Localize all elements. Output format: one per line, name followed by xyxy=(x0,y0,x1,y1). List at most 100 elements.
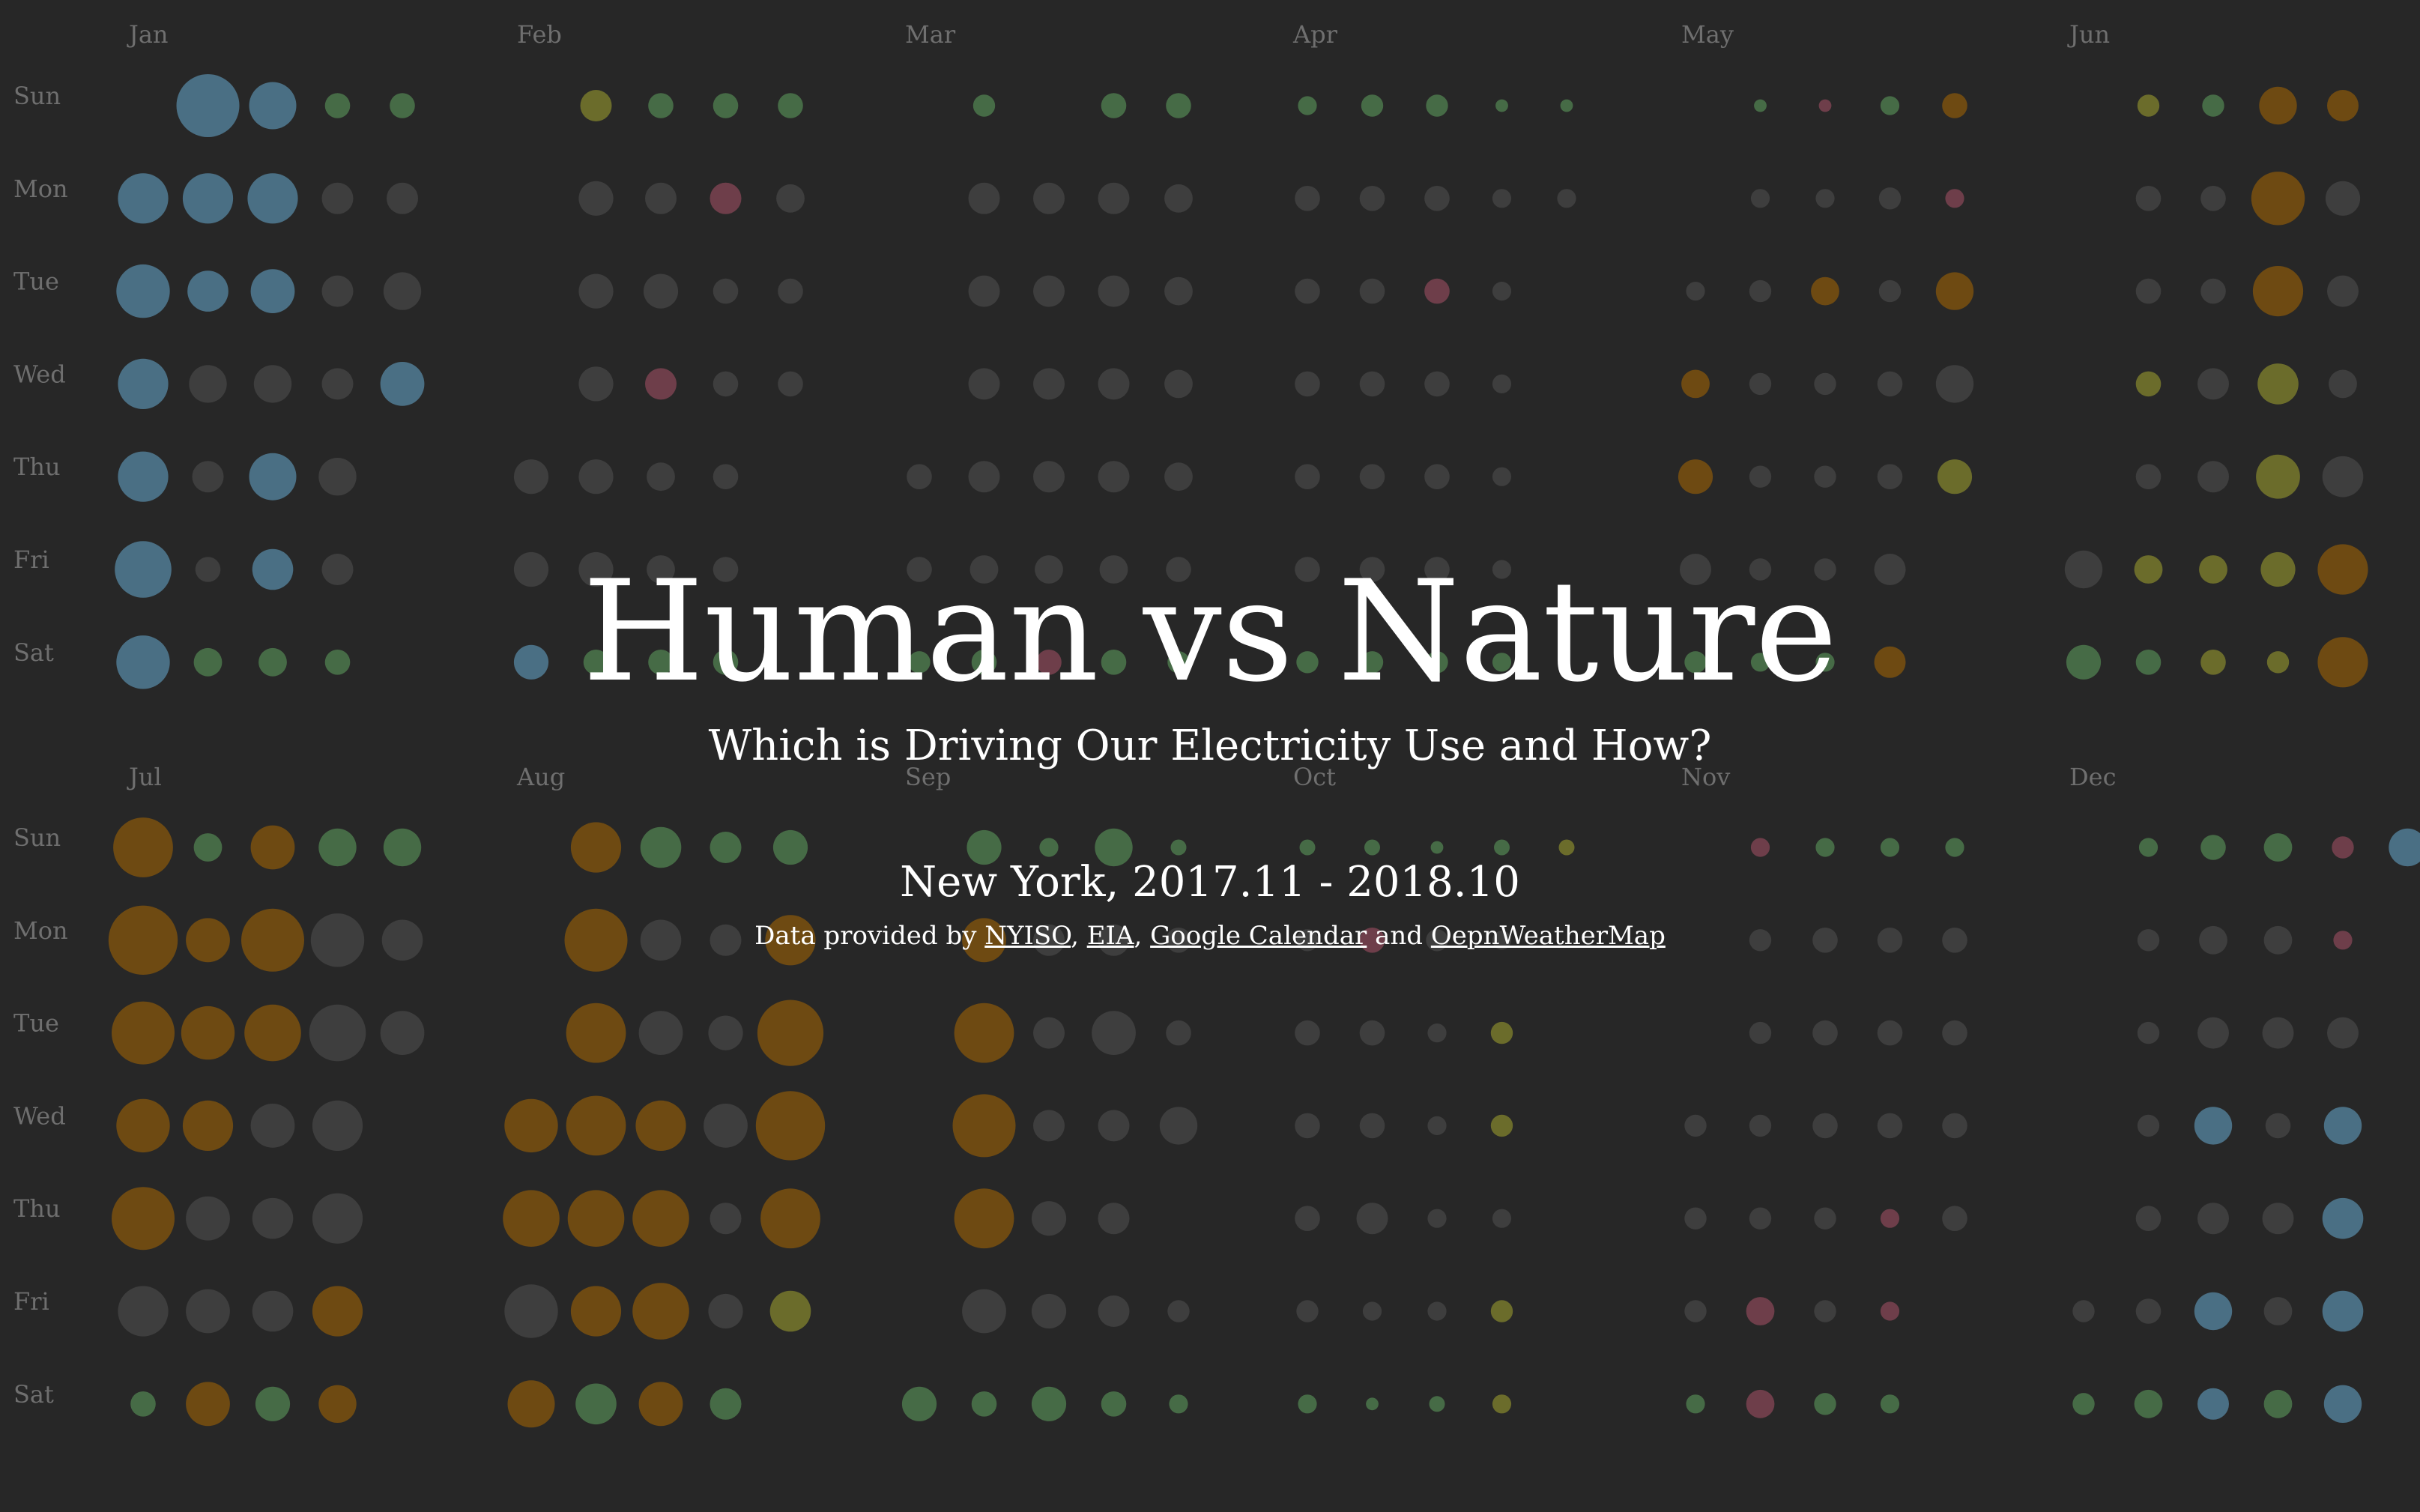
day-dot[interactable] xyxy=(968,461,1000,493)
day-dot[interactable] xyxy=(648,650,674,675)
day-dot[interactable] xyxy=(1359,185,1385,211)
day-dot[interactable] xyxy=(2252,266,2304,317)
day-dot[interactable] xyxy=(1359,278,1385,304)
day-dot[interactable] xyxy=(250,269,295,313)
day-dot[interactable] xyxy=(2266,651,2290,674)
day-dot[interactable] xyxy=(1427,1116,1447,1135)
day-dot[interactable] xyxy=(1815,189,1835,208)
day-dot[interactable] xyxy=(1492,931,1512,950)
day-dot[interactable] xyxy=(1036,650,1062,675)
day-dot[interactable] xyxy=(244,1004,301,1062)
day-dot[interactable] xyxy=(2138,838,2159,857)
day-dot[interactable] xyxy=(116,635,170,689)
day-dot[interactable] xyxy=(567,1190,625,1247)
day-dot[interactable] xyxy=(321,368,354,400)
day-dot[interactable] xyxy=(1295,1020,1320,1046)
day-dot[interactable] xyxy=(1686,1394,1705,1414)
day-dot[interactable] xyxy=(1815,653,1835,672)
day-dot[interactable] xyxy=(1427,1023,1447,1043)
day-dot[interactable] xyxy=(1296,929,1319,952)
day-dot[interactable] xyxy=(383,828,422,867)
day-dot[interactable] xyxy=(192,461,224,493)
day-dot[interactable] xyxy=(513,644,549,680)
day-dot[interactable] xyxy=(1877,371,1903,397)
day-dot[interactable] xyxy=(2137,929,2160,952)
day-dot[interactable] xyxy=(1880,838,1900,857)
day-dot[interactable] xyxy=(2199,555,2227,584)
day-dot[interactable] xyxy=(1033,182,1065,214)
day-dot[interactable] xyxy=(1877,1020,1903,1046)
day-dot[interactable] xyxy=(1169,1394,1188,1414)
day-dot[interactable] xyxy=(566,1003,626,1063)
day-dot[interactable] xyxy=(1295,1206,1320,1231)
day-dot[interactable] xyxy=(255,1386,291,1421)
day-dot[interactable] xyxy=(118,173,169,224)
day-dot[interactable] xyxy=(186,1382,230,1427)
day-dot[interactable] xyxy=(1427,1301,1447,1321)
day-dot[interactable] xyxy=(971,650,997,675)
day-dot[interactable] xyxy=(1166,557,1191,582)
day-dot[interactable] xyxy=(1818,99,1832,112)
day-dot[interactable] xyxy=(1680,554,1711,585)
day-dot[interactable] xyxy=(1033,924,1065,956)
day-dot[interactable] xyxy=(2263,1389,2293,1418)
day-dot[interactable] xyxy=(908,651,931,674)
day-dot[interactable] xyxy=(390,93,415,118)
day-dot[interactable] xyxy=(566,1095,626,1156)
day-dot[interactable] xyxy=(643,273,679,309)
day-dot[interactable] xyxy=(1098,1203,1130,1235)
day-dot[interactable] xyxy=(1426,651,1448,674)
day-dot[interactable] xyxy=(186,1289,230,1334)
day-dot[interactable] xyxy=(1492,282,1512,301)
day-dot[interactable] xyxy=(578,366,614,402)
day-dot[interactable] xyxy=(1164,276,1193,306)
day-dot[interactable] xyxy=(1359,1113,1385,1139)
day-dot[interactable] xyxy=(1878,187,1902,210)
day-dot[interactable] xyxy=(1814,1393,1836,1415)
day-dot[interactable] xyxy=(187,270,229,312)
day-dot[interactable] xyxy=(1166,928,1191,953)
day-dot[interactable] xyxy=(968,182,1000,214)
day-dot[interactable] xyxy=(760,1188,820,1249)
day-dot[interactable] xyxy=(583,650,609,675)
day-dot[interactable] xyxy=(193,833,223,862)
day-dot[interactable] xyxy=(1492,653,1512,672)
day-dot[interactable] xyxy=(1874,554,1906,585)
day-dot[interactable] xyxy=(1492,1209,1512,1228)
day-dot[interactable] xyxy=(1295,557,1320,582)
day-dot[interactable] xyxy=(1098,275,1130,307)
day-dot[interactable] xyxy=(181,1006,235,1060)
day-dot[interactable] xyxy=(2137,1021,2160,1044)
day-dot[interactable] xyxy=(1295,278,1320,304)
day-dot[interactable] xyxy=(1560,99,1573,112)
day-dot[interactable] xyxy=(2325,181,2361,216)
day-dot[interactable] xyxy=(321,275,354,307)
day-dot[interactable] xyxy=(2389,828,2420,867)
day-dot[interactable] xyxy=(2323,1385,2362,1424)
day-dot[interactable] xyxy=(2135,371,2162,397)
day-dot[interactable] xyxy=(2135,185,2162,211)
day-dot[interactable] xyxy=(1942,1020,1967,1046)
source-link-nyiso[interactable]: NYISO xyxy=(984,921,1071,951)
day-dot[interactable] xyxy=(507,1380,555,1428)
day-dot[interactable] xyxy=(2197,1388,2229,1420)
day-dot[interactable] xyxy=(1684,1207,1707,1230)
day-dot[interactable] xyxy=(2135,1206,2162,1231)
day-dot[interactable] xyxy=(1749,1021,1772,1044)
day-dot[interactable] xyxy=(1754,99,1767,112)
source-link-eia[interactable]: EIA xyxy=(1086,921,1134,951)
day-dot[interactable] xyxy=(189,365,227,403)
day-dot[interactable] xyxy=(778,93,803,118)
day-dot[interactable] xyxy=(907,464,932,489)
day-dot[interactable] xyxy=(1684,1114,1707,1137)
day-dot[interactable] xyxy=(108,905,178,976)
day-dot[interactable] xyxy=(1877,928,1903,953)
day-dot[interactable] xyxy=(195,557,221,582)
day-dot[interactable] xyxy=(713,371,739,397)
day-dot[interactable] xyxy=(1935,365,1974,403)
day-dot[interactable] xyxy=(1942,1113,1967,1139)
day-dot[interactable] xyxy=(1166,93,1191,118)
day-dot[interactable] xyxy=(710,1203,742,1235)
day-dot[interactable] xyxy=(381,919,423,961)
day-dot[interactable] xyxy=(2197,1203,2229,1235)
